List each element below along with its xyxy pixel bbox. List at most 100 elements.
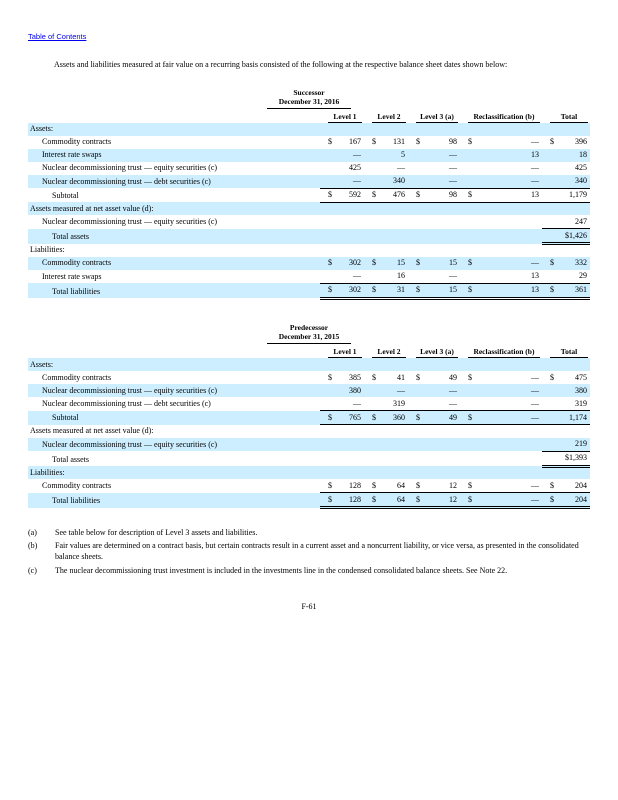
cell-amount: 380 — [575, 385, 587, 395]
table-of-contents-link[interactable]: Table of Contents — [28, 32, 87, 41]
cell-amount: 425 — [575, 163, 587, 173]
cell-value: 380 — [542, 384, 590, 397]
table-row: Nuclear decommissioning trust — equity s… — [28, 437, 590, 452]
cell-amount: 12 — [448, 494, 457, 504]
cell-empty — [542, 466, 590, 479]
cell-amount: 380 — [348, 385, 361, 395]
cell-amount: 15 — [396, 258, 405, 268]
currency-symbol: $ — [549, 480, 554, 490]
successor-table-body: Successor December 31, 2016 Level 1 Level 2… — [28, 87, 590, 300]
cell-amount: $1,426 — [565, 230, 587, 240]
table-row: Total assets $1,426 — [28, 228, 590, 246]
currency-symbol: $ — [371, 494, 376, 504]
row-label: Interest rate swaps — [42, 150, 102, 160]
cell-value: — — [460, 162, 542, 175]
cell-value: $204 — [541, 492, 590, 510]
cell-value: $49 — [408, 371, 460, 384]
cell-empty — [408, 202, 460, 215]
cell-value: 18 — [542, 149, 590, 162]
cell-amount: 131 — [392, 137, 405, 147]
cell-empty — [460, 358, 542, 371]
cell-empty — [408, 466, 460, 479]
cell-empty — [320, 451, 364, 466]
currency-symbol: $ — [415, 190, 420, 200]
row-label: Nuclear decommissioning trust — equity s… — [42, 439, 218, 449]
intro-paragraph: Assets and liabilities measured at fair … — [54, 60, 508, 69]
cell-amount: 13 — [530, 150, 539, 160]
row-label: Nuclear decommissioning trust — equity s… — [42, 217, 218, 227]
currency-symbol: $ — [327, 480, 332, 490]
row-label: Total assets — [52, 232, 89, 242]
column-header: Level 3 (a) — [408, 344, 460, 359]
period-label: Successor — [293, 87, 325, 97]
cell-empty — [320, 438, 364, 452]
predecessor-fair-value-table: Predecessor December 31, 2015 Level 1 Level… — [28, 322, 590, 510]
currency-symbol: $ — [467, 480, 472, 490]
cell-amount: — — [448, 398, 457, 408]
cell-value: — — [408, 270, 460, 284]
footnote: (b) Fair values are determined on a contr… — [28, 540, 590, 562]
table-row: Total assets $1,393 — [28, 450, 590, 468]
cell-amount: 302 — [348, 258, 361, 268]
cell-empty — [542, 123, 590, 136]
cell-empty — [364, 244, 408, 257]
cell-empty — [460, 438, 542, 452]
cell-value: $385 — [320, 371, 364, 384]
cell-value: $ — — [459, 410, 542, 426]
cell-value: $ — — [460, 371, 542, 384]
table-row: Interest rate swaps — 5 — 13 18 — [28, 148, 590, 162]
cell-value: — — [408, 149, 460, 162]
cell-empty — [320, 123, 364, 136]
table-row: Commodity contracts $302 $15 $15 $ — $332 — [28, 256, 590, 270]
cell-value: 29 — [542, 270, 590, 284]
cell-empty — [320, 244, 364, 257]
cell-value: — — [460, 397, 542, 411]
row-label: Assets: — [30, 124, 54, 134]
cell-value: $13 — [459, 282, 542, 300]
cell-value: $592 — [319, 187, 364, 203]
row-label: Commodity contracts — [42, 258, 112, 268]
cell-value: 425 — [320, 162, 364, 175]
column-header: Level 2 — [364, 344, 408, 359]
cell-value: 13 — [460, 149, 542, 162]
cell-value: $31 — [363, 282, 408, 300]
table-row: Subtotal $765 $360 $49 $ —1,174 — [28, 410, 590, 426]
currency-symbol: $ — [415, 372, 420, 382]
table-row: Total liabilities $302 $31 $15 $13 $361 — [28, 282, 590, 300]
cell-value: 340 — [542, 175, 590, 189]
cell-value: — — [364, 384, 408, 397]
row-label: Nuclear decommissioning trust — equity s… — [42, 163, 218, 173]
currency-symbol: $ — [467, 190, 472, 200]
cell-value: $ — — [460, 136, 542, 149]
row-label: Interest rate swaps — [42, 271, 102, 281]
column-header: Level 1 — [320, 109, 364, 123]
row-label: Total liabilities — [52, 286, 101, 296]
cell-empty — [460, 425, 542, 438]
predecessor-table-body: Predecessor December 31, 2015 Level 1 Level… — [28, 322, 590, 510]
cell-empty — [364, 202, 408, 215]
cell-empty — [460, 123, 542, 136]
cell-value: $64 — [364, 479, 408, 493]
cell-value: $360 — [363, 410, 408, 426]
row-label: Liabilities: — [30, 245, 65, 255]
cell-value: — — [320, 397, 364, 411]
cell-empty — [364, 215, 408, 229]
date-row: December 31, 2015 — [28, 332, 590, 344]
cell-empty — [364, 425, 408, 438]
currency-symbol: $ — [467, 137, 472, 147]
footnote-marker: (a) — [28, 528, 37, 538]
cell-value: 319 — [364, 397, 408, 411]
cell-amount: 1,179 — [569, 190, 587, 200]
cell-value: $ — — [460, 257, 542, 270]
cell-amount: — — [396, 385, 405, 395]
currency-symbol: $ — [327, 372, 332, 382]
cell-value: 340 — [364, 175, 408, 189]
row-label: Nuclear decommissioning trust — debt sec… — [42, 176, 211, 186]
cell-amount: 15 — [448, 258, 457, 268]
cell-amount: — — [530, 258, 539, 268]
cell-value: $1,393 — [541, 450, 590, 468]
cell-value: 425 — [542, 162, 590, 175]
row-label: Nuclear decommissioning trust — debt sec… — [42, 399, 211, 409]
cell-amount: 18 — [579, 150, 587, 160]
cell-value: — — [408, 175, 460, 189]
